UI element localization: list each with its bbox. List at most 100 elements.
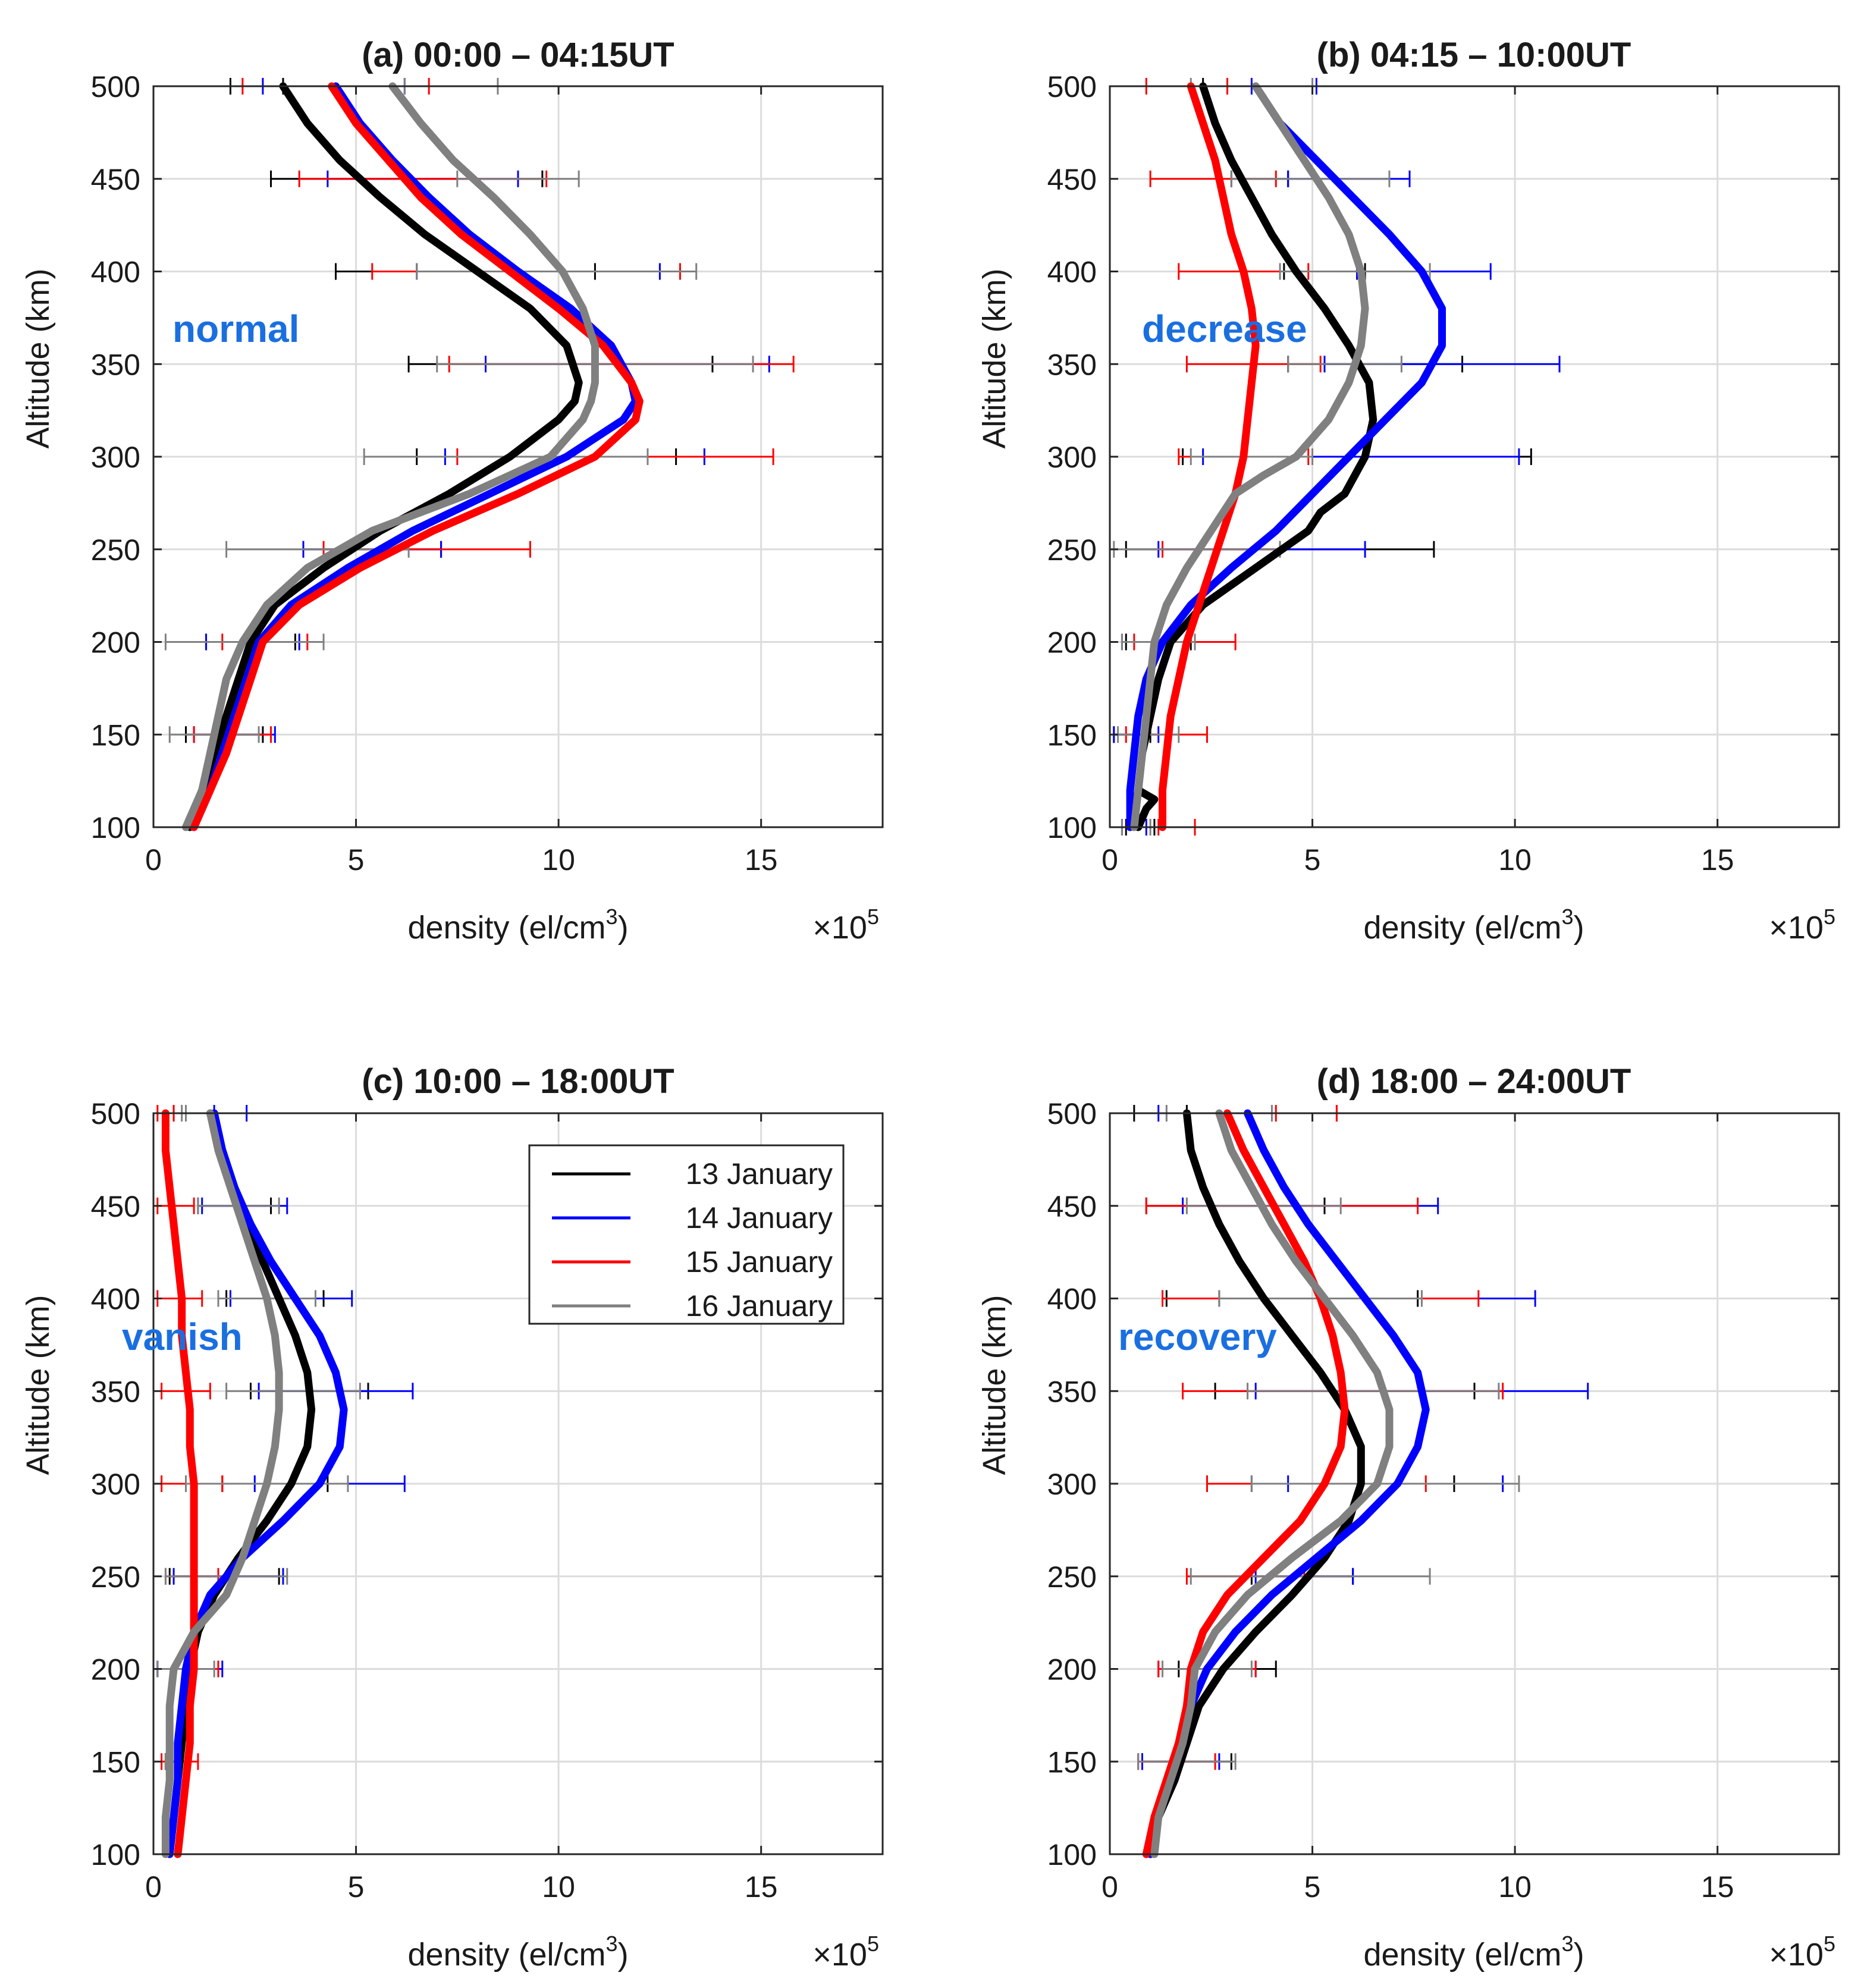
y-tick-label: 150: [91, 1745, 140, 1779]
x-multiplier-exp: 5: [1824, 905, 1835, 929]
x-tick-label: 5: [348, 1870, 365, 1904]
x-tick-label: 5: [1304, 1870, 1321, 1904]
panel-title: (b) 04:15 – 10:00UT: [1317, 36, 1631, 74]
x-tick-label: 5: [1304, 843, 1321, 877]
x-axis-label: density (el/cm3): [1363, 1932, 1584, 1973]
y-tick-label: 100: [91, 811, 140, 844]
y-tick-label: 500: [1047, 1097, 1097, 1130]
series-line: [1142, 1109, 1349, 1858]
y-tick-label: 150: [1047, 718, 1097, 752]
y-axis-label: Altitude (km): [977, 1295, 1012, 1475]
x-tick-label: 5: [348, 843, 365, 877]
y-axis-label: Altitude (km): [20, 1295, 56, 1475]
x-multiplier: ×105: [812, 905, 879, 946]
x-axis-label-sup: 3: [1562, 905, 1574, 929]
y-tick-label: 250: [1047, 533, 1097, 567]
state-annotation: vanish: [122, 1315, 243, 1358]
y-tick-label: 250: [1047, 1560, 1097, 1594]
y-tick-label: 450: [91, 163, 140, 196]
y-tick-label: 100: [1047, 1838, 1097, 1871]
x-tick-label: 15: [745, 1870, 778, 1904]
x-axis-label-close: ): [618, 1937, 629, 1973]
y-tick-label: 350: [1047, 1375, 1097, 1408]
x-multiplier-base: ×10: [812, 1937, 867, 1973]
panel-a: (a) 00:00 – 04:15UT Altitude (km) densit…: [20, 36, 884, 946]
legend-label: 14 January: [686, 1201, 833, 1235]
panel-title: (a) 00:00 – 04:15UT: [362, 36, 674, 74]
legend: 13 January 14 January 15 January 16 January: [528, 1144, 845, 1325]
y-tick-label: 400: [91, 256, 140, 289]
x-axis-label-main: density (el/cm: [407, 910, 605, 946]
panel-title: (d) 18:00 – 24:00UT: [1317, 1062, 1631, 1101]
x-multiplier-base: ×10: [1769, 1937, 1824, 1973]
x-axis-label-main: density (el/cm: [407, 1937, 605, 1973]
state-annotation: recovery: [1118, 1315, 1277, 1358]
series-line: [1146, 1109, 1365, 1858]
y-tick-label: 200: [91, 626, 140, 659]
y-tick-label: 450: [1047, 1190, 1097, 1223]
x-axis-label-sup: 3: [606, 905, 618, 929]
x-multiplier: ×105: [1769, 1932, 1835, 1973]
y-tick-label: 350: [1047, 348, 1097, 381]
panel-b: (b) 04:15 – 10:00UT Altitude (km) densit…: [977, 36, 1840, 946]
x-tick-label: 15: [745, 843, 778, 877]
y-axis-label: Altitude (km): [977, 268, 1012, 448]
y-tick-label: 200: [1047, 1653, 1097, 1686]
series-line: [182, 82, 599, 831]
y-tick-label: 400: [91, 1283, 140, 1316]
x-axis-label-close: ): [1574, 1937, 1584, 1973]
y-tick-label: 150: [91, 718, 140, 752]
panel-d: (d) 18:00 – 24:00UT Altitude (km) densit…: [977, 1062, 1840, 1973]
series-line: [190, 82, 644, 831]
x-multiplier-exp: 5: [867, 905, 879, 929]
x-tick-label: 15: [1701, 1870, 1734, 1904]
y-tick-label: 350: [91, 1375, 140, 1408]
y-tick-label: 200: [1047, 626, 1097, 659]
x-multiplier: ×105: [1769, 905, 1835, 946]
series-line: [1126, 82, 1446, 831]
y-tick-label: 100: [91, 1838, 140, 1871]
x-multiplier-base: ×10: [812, 910, 867, 946]
y-tick-label: 300: [1047, 1468, 1097, 1501]
y-tick-label: 450: [1047, 163, 1097, 196]
y-tick-label: 250: [91, 1560, 140, 1594]
y-tick-label: 350: [91, 348, 140, 381]
x-tick-label: 0: [145, 843, 162, 877]
x-tick-label: 10: [1498, 1870, 1532, 1904]
panel-c: (c) 10:00 – 18:00UT Altitude (km) densit…: [20, 1062, 884, 1973]
y-tick-label: 250: [91, 533, 140, 567]
y-tick-label: 300: [1047, 441, 1097, 474]
y-tick-label: 300: [91, 441, 140, 474]
x-axis-label-sup: 3: [606, 1932, 618, 1956]
y-tick-label: 100: [1047, 811, 1097, 844]
x-tick-label: 0: [1102, 1870, 1118, 1904]
series-line: [1159, 82, 1260, 831]
state-annotation: decrease: [1142, 307, 1307, 350]
y-tick-label: 150: [1047, 1745, 1097, 1779]
y-tick-label: 400: [1047, 1283, 1097, 1316]
panel-title: (c) 10:00 – 18:00UT: [362, 1062, 674, 1101]
x-tick-label: 10: [542, 843, 575, 877]
y-axis-label: Altitude (km): [20, 268, 56, 448]
series-line: [165, 1109, 316, 1858]
y-tick-label: 200: [91, 1653, 140, 1686]
x-multiplier-exp: 5: [867, 1932, 879, 1956]
y-tick-label: 400: [1047, 256, 1097, 289]
x-multiplier-exp: 5: [1824, 1932, 1835, 1956]
legend-label: 13 January: [686, 1157, 833, 1191]
x-axis-label-close: ): [618, 910, 629, 946]
series-line: [161, 1109, 283, 1858]
series-line: [186, 82, 583, 831]
x-multiplier: ×105: [812, 1932, 879, 1973]
series-line: [1150, 1109, 1394, 1858]
y-tick-label: 500: [91, 1097, 140, 1130]
legend-label: 16 January: [686, 1289, 833, 1323]
series-line: [161, 1109, 198, 1858]
x-axis-label: density (el/cm3): [1363, 905, 1584, 946]
x-axis-label: density (el/cm3): [407, 1932, 628, 1973]
x-multiplier-base: ×10: [1769, 910, 1824, 946]
x-axis-label-close: ): [1574, 910, 1584, 946]
x-tick-label: 0: [1102, 843, 1118, 877]
x-tick-label: 10: [542, 1870, 575, 1904]
